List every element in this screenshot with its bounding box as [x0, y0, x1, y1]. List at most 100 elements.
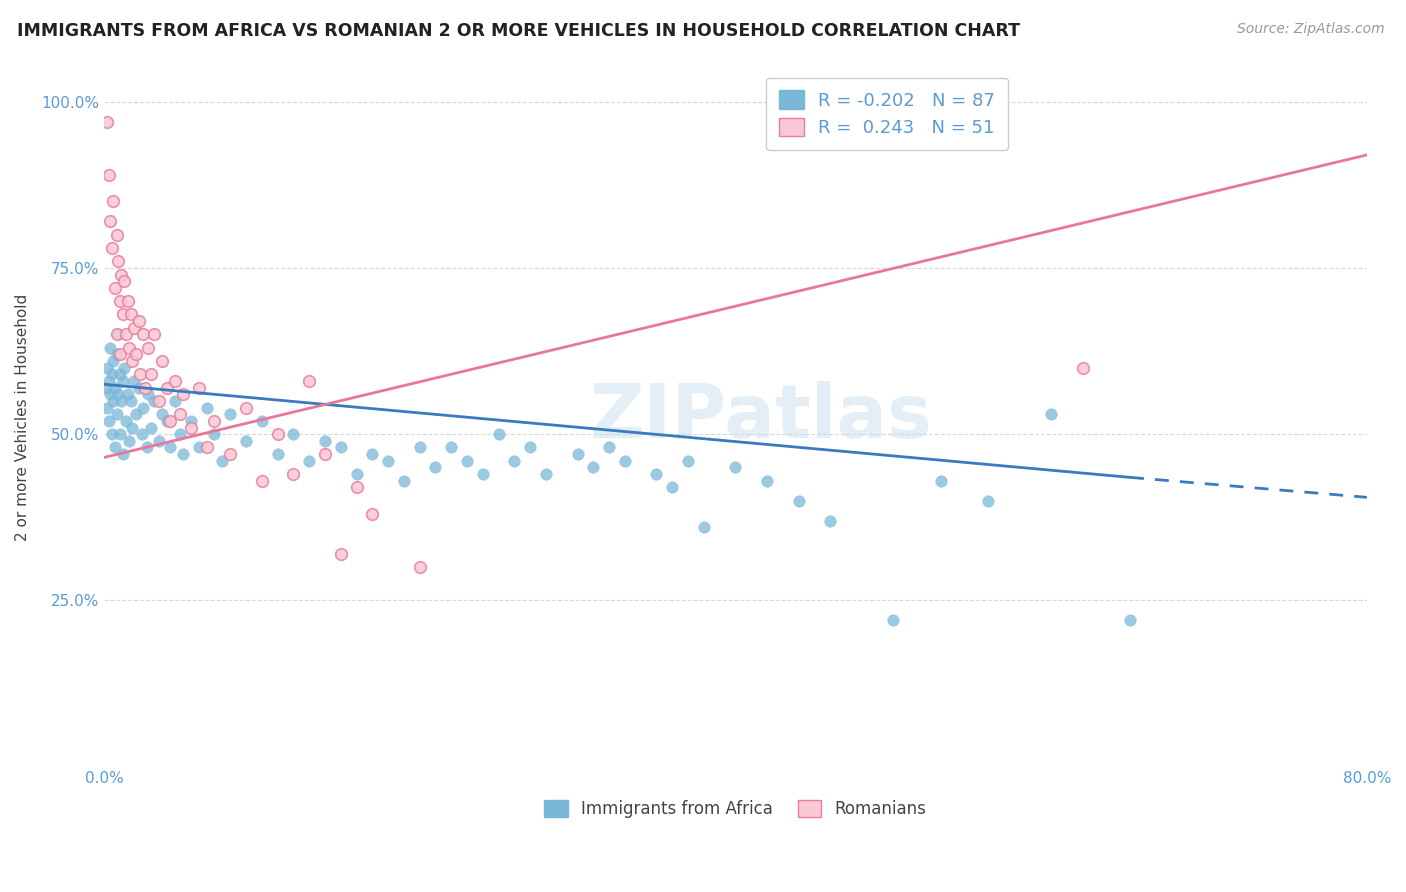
Point	[787, 493, 810, 508]
Point	[141, 368, 163, 382]
Point	[121, 354, 143, 368]
Point	[143, 327, 166, 342]
Point	[314, 434, 336, 448]
Point	[120, 308, 142, 322]
Point	[676, 454, 699, 468]
Point	[283, 427, 305, 442]
Point	[180, 420, 202, 434]
Point	[124, 407, 146, 421]
Point	[598, 441, 620, 455]
Point	[107, 254, 129, 268]
Point	[108, 294, 131, 309]
Point	[159, 414, 181, 428]
Point	[235, 401, 257, 415]
Point	[108, 347, 131, 361]
Point	[645, 467, 668, 481]
Point	[104, 281, 127, 295]
Point	[96, 114, 118, 128]
Point	[346, 467, 368, 481]
Point	[128, 314, 150, 328]
Point	[163, 374, 186, 388]
Point	[187, 381, 209, 395]
Point	[115, 327, 138, 342]
Point	[141, 420, 163, 434]
Point	[117, 387, 139, 401]
Point	[120, 393, 142, 408]
Point	[361, 447, 384, 461]
Point	[235, 434, 257, 448]
Point	[156, 381, 179, 395]
Point	[346, 480, 368, 494]
Point	[613, 454, 636, 468]
Point	[107, 387, 129, 401]
Point	[818, 514, 841, 528]
Point	[134, 381, 156, 395]
Point	[471, 467, 494, 481]
Point	[131, 427, 153, 442]
Point	[103, 393, 125, 408]
Point	[567, 447, 589, 461]
Point	[172, 447, 194, 461]
Point	[314, 447, 336, 461]
Point	[105, 407, 128, 421]
Point	[105, 347, 128, 361]
Point	[143, 393, 166, 408]
Point	[408, 560, 430, 574]
Point	[195, 401, 218, 415]
Point	[132, 327, 155, 342]
Point	[204, 414, 226, 428]
Point	[101, 427, 124, 442]
Point	[136, 341, 159, 355]
Point	[97, 414, 120, 428]
Point	[693, 520, 716, 534]
Point	[440, 441, 463, 455]
Point	[408, 441, 430, 455]
Point	[172, 387, 194, 401]
Point	[755, 474, 778, 488]
Point	[329, 441, 352, 455]
Point	[111, 447, 134, 461]
Point	[929, 474, 952, 488]
Point	[1040, 407, 1063, 421]
Point	[724, 460, 747, 475]
Point	[425, 460, 447, 475]
Point	[132, 401, 155, 415]
Point	[98, 341, 121, 355]
Point	[122, 320, 145, 334]
Point	[118, 341, 141, 355]
Point	[488, 427, 510, 442]
Point	[456, 454, 478, 468]
Point	[108, 368, 131, 382]
Point	[129, 368, 152, 382]
Point	[94, 381, 117, 395]
Point	[298, 454, 321, 468]
Point	[118, 434, 141, 448]
Point	[661, 480, 683, 494]
Point	[98, 387, 121, 401]
Point	[110, 268, 132, 282]
Text: ZIPatlas: ZIPatlas	[589, 381, 932, 454]
Y-axis label: 2 or more Vehicles in Household: 2 or more Vehicles in Household	[15, 294, 30, 541]
Point	[108, 427, 131, 442]
Point	[96, 360, 118, 375]
Point	[104, 441, 127, 455]
Point	[534, 467, 557, 481]
Point	[266, 447, 288, 461]
Point	[150, 407, 173, 421]
Point	[103, 354, 125, 368]
Text: IMMIGRANTS FROM AFRICA VS ROMANIAN 2 OR MORE VEHICLES IN HOUSEHOLD CORRELATION C: IMMIGRANTS FROM AFRICA VS ROMANIAN 2 OR …	[17, 22, 1019, 40]
Point	[156, 414, 179, 428]
Point	[169, 427, 191, 442]
Point	[101, 368, 124, 382]
Point	[195, 441, 218, 455]
Point	[97, 374, 120, 388]
Point	[163, 393, 186, 408]
Point	[150, 354, 173, 368]
Point	[283, 467, 305, 481]
Point	[103, 194, 125, 209]
Point	[111, 374, 134, 388]
Point	[128, 381, 150, 395]
Point	[96, 401, 118, 415]
Point	[219, 407, 242, 421]
Point	[1071, 360, 1094, 375]
